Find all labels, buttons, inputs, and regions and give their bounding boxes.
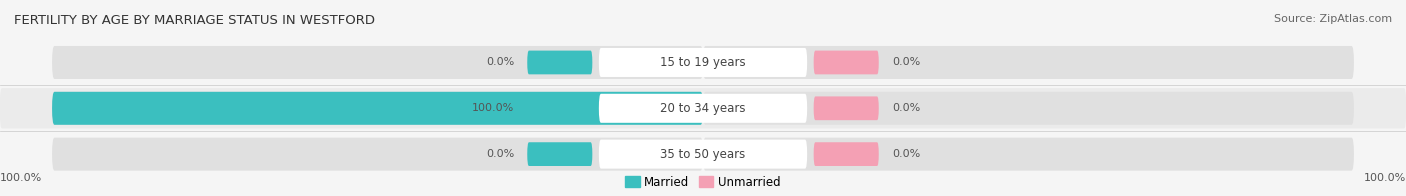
Text: 20 to 34 years: 20 to 34 years: [661, 102, 745, 115]
Text: 0.0%: 0.0%: [486, 149, 515, 159]
Text: 0.0%: 0.0%: [891, 103, 920, 113]
FancyBboxPatch shape: [599, 94, 807, 123]
FancyBboxPatch shape: [52, 46, 703, 79]
FancyBboxPatch shape: [0, 88, 1406, 128]
FancyBboxPatch shape: [703, 92, 1354, 125]
FancyBboxPatch shape: [52, 138, 703, 171]
Text: 100.0%: 100.0%: [472, 103, 515, 113]
FancyBboxPatch shape: [814, 142, 879, 166]
Text: 100.0%: 100.0%: [0, 172, 42, 182]
FancyBboxPatch shape: [703, 138, 1354, 171]
Text: 15 to 19 years: 15 to 19 years: [661, 56, 745, 69]
FancyBboxPatch shape: [703, 46, 1354, 79]
Legend: Married, Unmarried: Married, Unmarried: [620, 171, 786, 193]
FancyBboxPatch shape: [52, 92, 703, 125]
FancyBboxPatch shape: [527, 96, 592, 120]
FancyBboxPatch shape: [0, 42, 1406, 83]
FancyBboxPatch shape: [527, 51, 592, 74]
Text: Source: ZipAtlas.com: Source: ZipAtlas.com: [1274, 14, 1392, 24]
Text: 0.0%: 0.0%: [486, 57, 515, 67]
Text: 35 to 50 years: 35 to 50 years: [661, 148, 745, 161]
FancyBboxPatch shape: [814, 96, 879, 120]
FancyBboxPatch shape: [0, 134, 1406, 174]
FancyBboxPatch shape: [814, 51, 879, 74]
Text: 0.0%: 0.0%: [891, 149, 920, 159]
FancyBboxPatch shape: [599, 48, 807, 77]
FancyBboxPatch shape: [599, 140, 807, 169]
FancyBboxPatch shape: [52, 92, 703, 125]
Text: 100.0%: 100.0%: [1364, 172, 1406, 182]
FancyBboxPatch shape: [527, 142, 592, 166]
Text: 0.0%: 0.0%: [891, 57, 920, 67]
Text: FERTILITY BY AGE BY MARRIAGE STATUS IN WESTFORD: FERTILITY BY AGE BY MARRIAGE STATUS IN W…: [14, 14, 375, 27]
